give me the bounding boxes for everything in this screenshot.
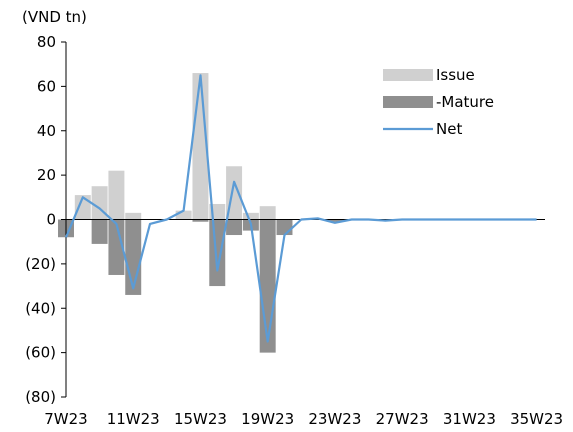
mature-bar — [209, 219, 226, 287]
issue-bars — [74, 73, 276, 220]
y-tick-label: 60 — [37, 77, 56, 95]
issue-bar — [175, 210, 192, 220]
y-tick-label: (40) — [25, 299, 56, 317]
issue-bar — [242, 212, 259, 220]
y-tick-label: 0 — [46, 211, 56, 229]
issue-bar — [125, 212, 142, 220]
y-tick-label: (20) — [25, 255, 56, 273]
y-tick-label: (60) — [25, 344, 56, 362]
net-line — [64, 74, 537, 343]
x-tick-label: 27W23 — [376, 410, 429, 428]
issue-bar — [108, 170, 125, 220]
legend: Issue -Mature Net — [383, 66, 494, 138]
y-tick-labels: 80 60 40 20 0 (20) (40) (60) (80) — [25, 33, 56, 406]
x-tick-label: 23W23 — [308, 410, 361, 428]
x-tick-label: 15W23 — [174, 410, 227, 428]
legend-issue-swatch — [383, 69, 433, 81]
issue-bar — [259, 206, 276, 220]
y-tick-label: (80) — [25, 388, 56, 406]
mature-bar — [192, 219, 209, 222]
x-tick-labels: 7W23 11W23 15W23 19W23 23W23 27W23 31W23 35W23 — [44, 410, 563, 428]
mature-bar — [276, 219, 293, 236]
legend-issue-label: Issue — [436, 66, 475, 84]
mature-bar — [226, 219, 243, 236]
legend-net-label: Net — [436, 120, 462, 138]
mature-bars — [58, 219, 343, 353]
y-axis-unit-label: (VND tn) — [22, 8, 87, 26]
y-tick-label: 80 — [37, 33, 56, 51]
legend-mature-swatch — [383, 96, 433, 108]
y-tick-label: 40 — [37, 122, 56, 140]
mature-bar — [125, 219, 142, 295]
mature-bar — [326, 219, 343, 222]
x-tick-label: 31W23 — [443, 410, 496, 428]
x-tick-label: 11W23 — [107, 410, 160, 428]
mature-bar — [108, 219, 125, 275]
legend-mature-label: -Mature — [436, 93, 494, 111]
x-tick-label: 19W23 — [241, 410, 294, 428]
x-tick-label: 7W23 — [44, 410, 87, 428]
mature-bar — [259, 219, 276, 353]
y-tick-label: 20 — [37, 166, 56, 184]
mature-bar — [91, 219, 108, 244]
x-tick-label: 35W23 — [510, 410, 563, 428]
net-line-layer — [64, 74, 537, 343]
